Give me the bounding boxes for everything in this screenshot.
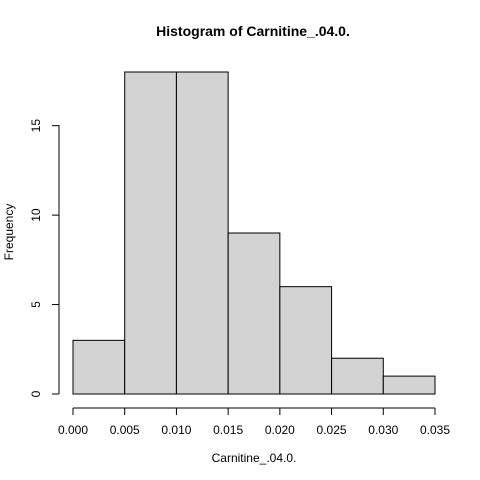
y-tick-label: 10 — [29, 208, 43, 222]
x-tick-label: 0.000 — [58, 423, 88, 437]
x-tick-label: 0.035 — [420, 423, 450, 437]
x-tick-label: 0.010 — [161, 423, 191, 437]
y-tick-label: 0 — [29, 390, 43, 397]
y-axis-ticks: 0 5 10 15 — [29, 119, 59, 397]
histogram-bar-1 — [72, 339, 126, 395]
x-tick-label: 0.030 — [368, 423, 398, 437]
x-axis-label: Carnitine_.04.0. — [212, 451, 297, 465]
histogram-bar-2 — [124, 71, 177, 395]
x-tick-label: 0.015 — [213, 423, 243, 437]
x-tick-label: 0.020 — [265, 423, 295, 437]
histogram-bar-6 — [331, 357, 384, 395]
chart-title: Histogram of Carnitine_.04.0. — [156, 23, 350, 39]
x-tick-label: 0.005 — [110, 423, 140, 437]
x-tick-label: 0.025 — [317, 423, 347, 437]
histogram-bar-4 — [227, 232, 281, 395]
bars-group — [72, 71, 436, 395]
y-tick-label: 15 — [29, 119, 43, 133]
y-tick-label: 5 — [29, 301, 43, 308]
y-axis-label: Frequency — [2, 204, 16, 261]
histogram-bar-3 — [175, 71, 229, 395]
x-axis-ticks: 0.000 0.005 0.010 0.015 0.020 0.025 0.030 0.035 — [58, 408, 450, 437]
histogram-bar-5 — [279, 286, 333, 395]
histogram-bar-7 — [382, 375, 436, 395]
